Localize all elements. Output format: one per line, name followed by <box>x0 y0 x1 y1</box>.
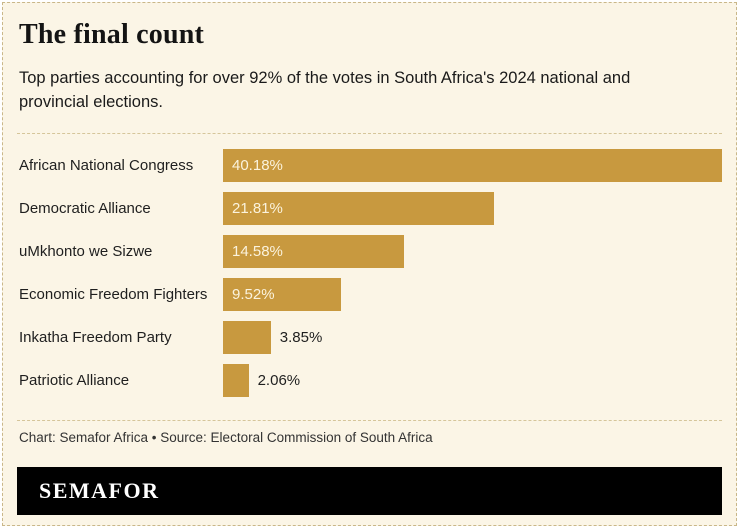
bar-track: 2.06% <box>223 363 722 397</box>
bar-row: Patriotic Alliance 2.06% <box>17 359 722 402</box>
bar-row: Inkatha Freedom Party 3.85% <box>17 316 722 359</box>
bar-category-label: Economic Freedom Fighters <box>19 285 208 303</box>
bar: 14.58% <box>223 234 405 268</box>
bar-category-label: Patriotic Alliance <box>19 371 130 389</box>
bar-category-label: Inkatha Freedom Party <box>19 328 172 346</box>
bar-track: 3.85% <box>223 320 722 354</box>
bar-track: 40.18% <box>223 148 722 182</box>
bar: 40.18% <box>223 148 722 182</box>
bar <box>223 363 249 397</box>
bar-row: uMkhonto we Sizwe 14.58% <box>17 230 722 273</box>
semafor-logo-bar: SEMAFOR <box>17 467 722 515</box>
chart-title: The final count <box>19 19 205 50</box>
bar-row: Democratic Alliance 21.81% <box>17 187 722 230</box>
bar-value-label: 3.85% <box>279 328 323 346</box>
bar-track: 14.58% <box>223 234 722 268</box>
bar-value-label: 9.52% <box>232 285 275 303</box>
bar-value-label: 21.81% <box>232 199 283 217</box>
bar-value-label: 14.58% <box>232 242 283 260</box>
semafor-logo: SEMAFOR <box>39 478 160 503</box>
bar <box>223 320 271 354</box>
top-separator <box>17 132 722 134</box>
bar: 9.52% <box>223 277 342 311</box>
bar-value-label: 40.18% <box>232 156 283 174</box>
bar-value-label: 2.06% <box>257 371 301 389</box>
bar-track: 9.52% <box>223 277 722 311</box>
bar-category-label: Democratic Alliance <box>19 199 151 217</box>
bar-track: 21.81% <box>223 191 722 225</box>
bar: 21.81% <box>223 191 494 225</box>
bar-category-label: uMkhonto we Sizwe <box>19 242 153 260</box>
bar-chart: African National Congress 40.18% Democrati… <box>17 144 722 402</box>
bottom-separator <box>17 419 722 421</box>
bar-row: Economic Freedom Fighters 9.52% <box>17 273 722 316</box>
source-note: Chart: Semafor Africa • Source: Electora… <box>19 429 433 445</box>
bar-row: African National Congress 40.18% <box>17 144 722 187</box>
chart-subtitle: Top parties accounting for over 92% of t… <box>19 69 631 111</box>
bar-category-label: African National Congress <box>19 156 194 174</box>
